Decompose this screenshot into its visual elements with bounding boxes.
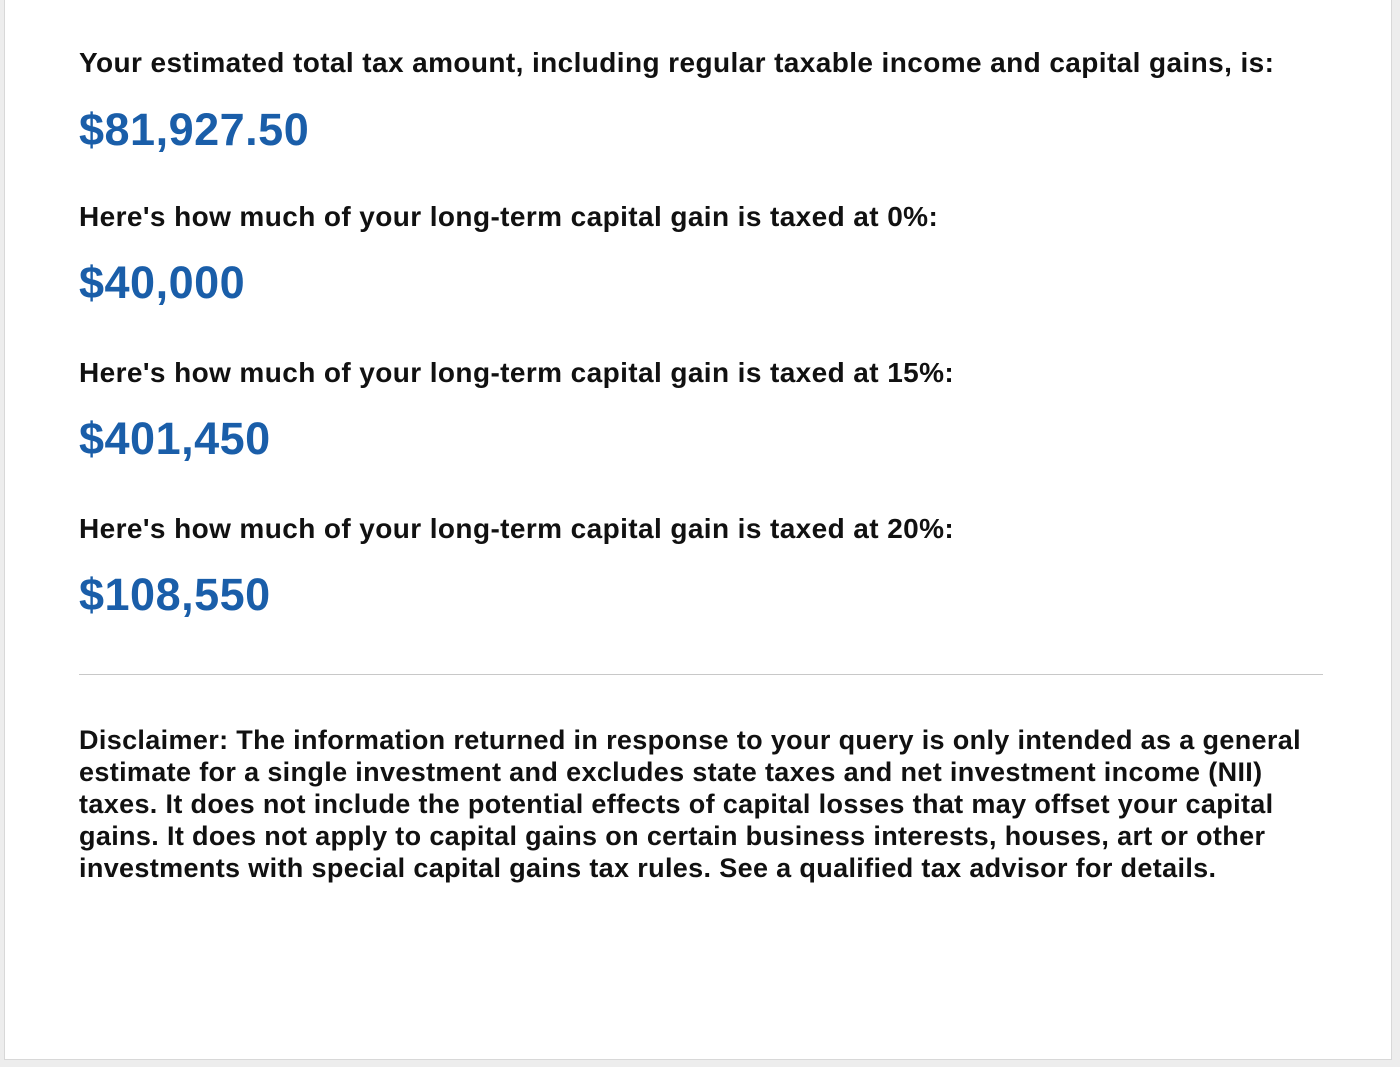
fifteen-percent-value: $401,450 [79, 413, 271, 464]
section-divider [79, 674, 1323, 675]
disclaimer-prefix: Disclaimer: The information returned in … [79, 725, 1203, 755]
total-tax-label: Your estimated total tax amount, includi… [79, 47, 1275, 78]
zero-percent-label: Here's how much of your long-term capita… [79, 201, 939, 232]
results-content: Your estimated total tax amount, includi… [79, 46, 1323, 911]
disclaimer-emphasis: general estimate [79, 725, 1301, 787]
zero-percent-value: $40,000 [79, 257, 246, 308]
total-tax-value: $81,927.50 [79, 104, 310, 155]
disclaimer-text: Disclaimer: The information returned in … [79, 724, 1323, 884]
fifteen-percent-label: Here's how much of your long-term capita… [79, 357, 955, 388]
disclaimer-suffix: for a single investment and excludes sta… [79, 757, 1274, 883]
twenty-percent-value: $108,550 [79, 569, 271, 620]
results-card: Your estimated total tax amount, includi… [4, 0, 1392, 1060]
twenty-percent-label: Here's how much of your long-term capita… [79, 513, 955, 544]
